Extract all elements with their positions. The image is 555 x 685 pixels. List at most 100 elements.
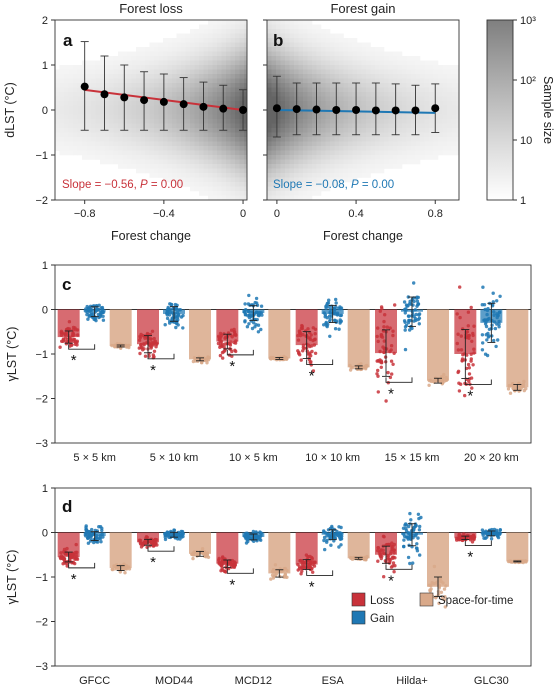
density-cell: [451, 87, 457, 93]
density-cell: [226, 110, 231, 115]
density-cell: [352, 65, 358, 70]
density-cell: [352, 78, 358, 84]
density-cell: [321, 47, 326, 52]
density-cell: [316, 191, 322, 196]
density-cell: [172, 110, 177, 115]
density-cell: [276, 87, 281, 93]
density-cell: [379, 74, 385, 79]
density-cell: [267, 155, 272, 160]
density-cell: [194, 119, 200, 124]
sample-point: [427, 383, 431, 387]
density-cell: [199, 182, 204, 187]
density-cell: [285, 105, 290, 111]
density-cell: [172, 132, 177, 138]
sample-point: [333, 327, 338, 331]
density-cell: [217, 159, 222, 165]
density-cell: [190, 186, 195, 192]
sample-point: [333, 536, 337, 540]
density-cell: [276, 38, 281, 43]
density-cell: [212, 29, 218, 34]
density-cell: [438, 114, 443, 120]
density-cell: [185, 42, 191, 48]
sample-point: [408, 561, 412, 566]
sample-point: [375, 334, 379, 339]
density-cell: [357, 65, 362, 70]
panel-c-ticks: 10−1−2−35 × 5 km 5 × 10 km 10 × 5 km 10 × 1…: [35, 260, 531, 464]
density-cell: [230, 96, 236, 102]
sample-point: [101, 314, 105, 318]
density-cell: [433, 92, 439, 97]
sample-point: [169, 302, 174, 307]
density-cell: [312, 159, 317, 165]
sample-point: [154, 345, 158, 349]
density-cell: [379, 141, 385, 147]
density-cell: [370, 159, 376, 165]
sample-point: [327, 305, 331, 309]
density-cell: [221, 141, 227, 147]
density-cell: [55, 137, 60, 142]
density-cell: [104, 83, 110, 88]
density-cell: [239, 74, 245, 79]
y-tick-label: 1: [42, 60, 48, 72]
density-cell: [194, 60, 200, 66]
density-cell: [185, 159, 191, 165]
density-cell: [172, 47, 177, 52]
sample-point: [247, 293, 251, 298]
density-cell: [136, 168, 141, 174]
density-cell: [203, 168, 209, 174]
density-cell: [239, 173, 245, 178]
sample-point: [497, 310, 502, 315]
density-cell: [217, 137, 222, 142]
density-cell: [172, 128, 177, 133]
density-cell: [104, 150, 110, 156]
density-cell: [357, 47, 362, 52]
density-cell: [154, 65, 159, 70]
density-cell: [388, 51, 394, 57]
density-cell: [176, 60, 182, 66]
density-cell: [122, 65, 128, 70]
density-cell: [172, 123, 177, 129]
density-cell: [307, 96, 313, 102]
density-cell: [361, 146, 367, 151]
density-cell: [73, 119, 78, 124]
density-cell: [366, 128, 371, 133]
mean-point: [391, 106, 400, 115]
density-cell: [113, 60, 119, 66]
density-cell: [303, 42, 308, 48]
density-cell: [298, 47, 304, 52]
sample-point: [233, 348, 237, 352]
sample-point: [392, 551, 396, 555]
density-cell: [212, 191, 218, 196]
density-cell: [321, 51, 326, 57]
sample-point: [323, 313, 328, 317]
density-cell: [91, 74, 96, 79]
sample-point: [192, 356, 197, 360]
density-cell: [285, 101, 290, 106]
density-cell: [208, 60, 213, 66]
density-cell: [361, 92, 367, 97]
density-cell: [357, 128, 362, 133]
density-cell: [221, 42, 227, 48]
sample-point: [461, 353, 465, 357]
density-cell: [442, 114, 448, 120]
density-cell: [199, 47, 204, 52]
density-cell: [276, 123, 281, 129]
density-cell: [384, 155, 389, 160]
density-cell: [203, 92, 209, 97]
density-cell: [104, 65, 110, 70]
density-cell: [221, 168, 227, 174]
density-cell: [109, 146, 114, 151]
legend-label: Gain: [370, 613, 394, 625]
density-cell: [91, 123, 96, 129]
sample-point: [471, 363, 475, 367]
density-cell: [370, 164, 376, 169]
density-cell: [456, 87, 459, 93]
density-cell: [217, 191, 222, 196]
density-cell: [411, 78, 416, 84]
mean-point: [292, 105, 301, 114]
density-cell: [411, 137, 416, 142]
density-cell: [420, 87, 425, 93]
density-cell: [118, 65, 123, 70]
density-cell: [420, 132, 425, 138]
sample-point: [428, 588, 432, 592]
